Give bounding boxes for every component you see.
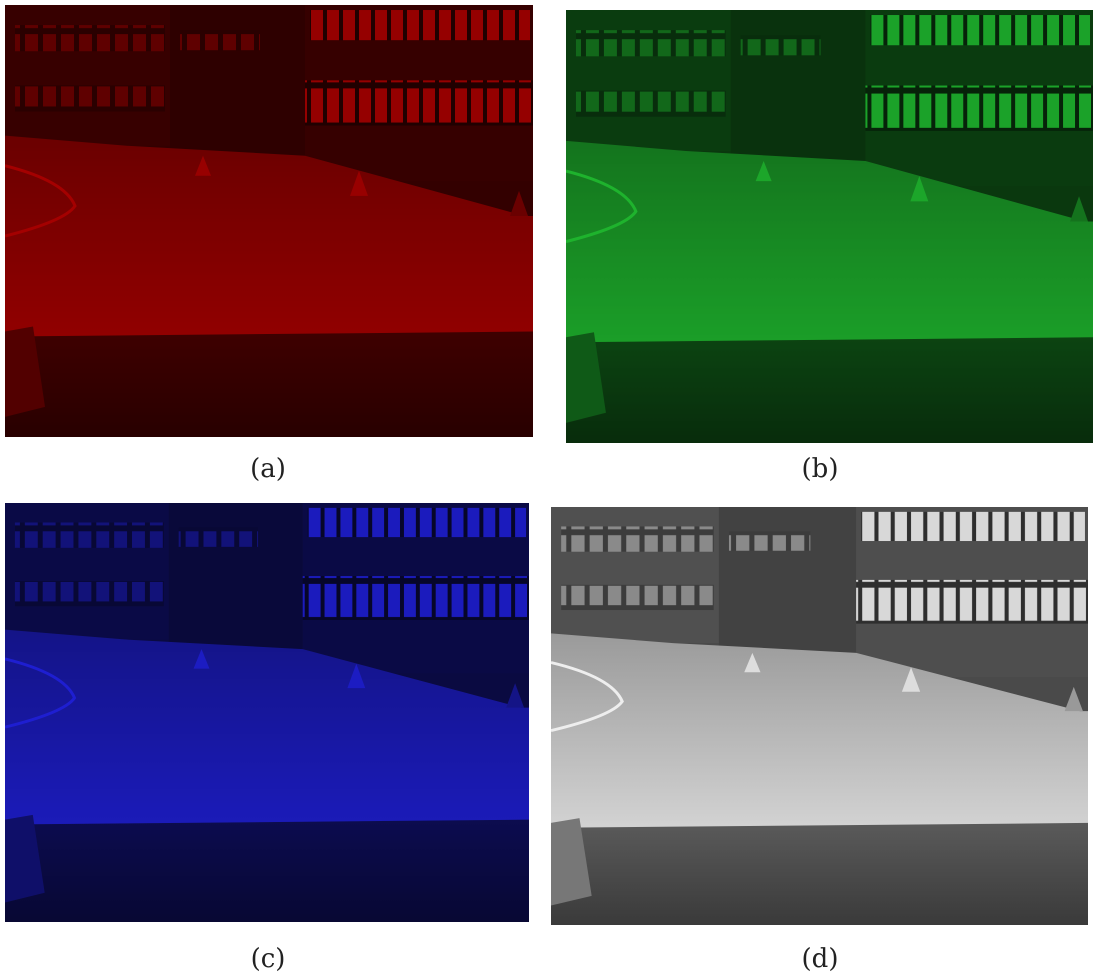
- caption: (c): [251, 944, 286, 974]
- caption: (b): [802, 454, 839, 484]
- photo-c: [5, 503, 529, 922]
- photo-b: [566, 10, 1093, 443]
- photo-a: [5, 5, 533, 437]
- caption: (d): [802, 944, 839, 974]
- figure: (a) (b) (c) (d): [0, 0, 1099, 976]
- photo-d: [551, 507, 1088, 925]
- caption: (a): [250, 454, 286, 484]
